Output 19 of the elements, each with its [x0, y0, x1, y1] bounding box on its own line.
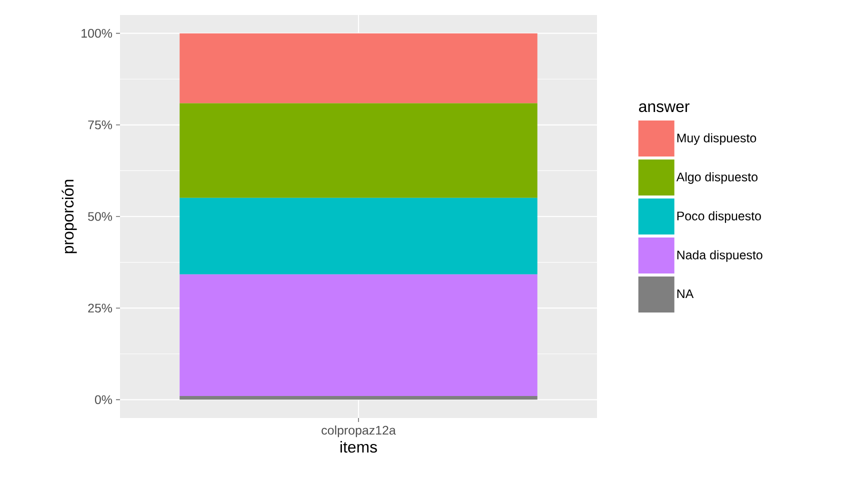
text: Nada dispuesto [677, 250, 762, 262]
legend-title: answer [639, 103, 690, 112]
text: NA [677, 289, 694, 298]
bar [180, 198, 538, 274]
bar [180, 33, 538, 104]
y-tick-label: 50% [88, 212, 112, 221]
bar [180, 274, 538, 396]
y-tick-label: 75% [88, 120, 112, 130]
y-axis-title: proporción [62, 180, 77, 254]
x-tick-label: colpropaz12a [322, 426, 396, 438]
y-tick-label: 0% [94, 395, 112, 404]
text: Poco dispuesto [677, 211, 761, 223]
text: Algo dispuesto [676, 172, 758, 184]
x-axis-title: items [340, 440, 377, 453]
y-tick-label: 100% [82, 28, 112, 38]
y-tick-label: 25% [88, 304, 112, 312]
bar [180, 396, 538, 400]
text: Muy dispuesto [677, 133, 756, 145]
bar [180, 103, 538, 198]
